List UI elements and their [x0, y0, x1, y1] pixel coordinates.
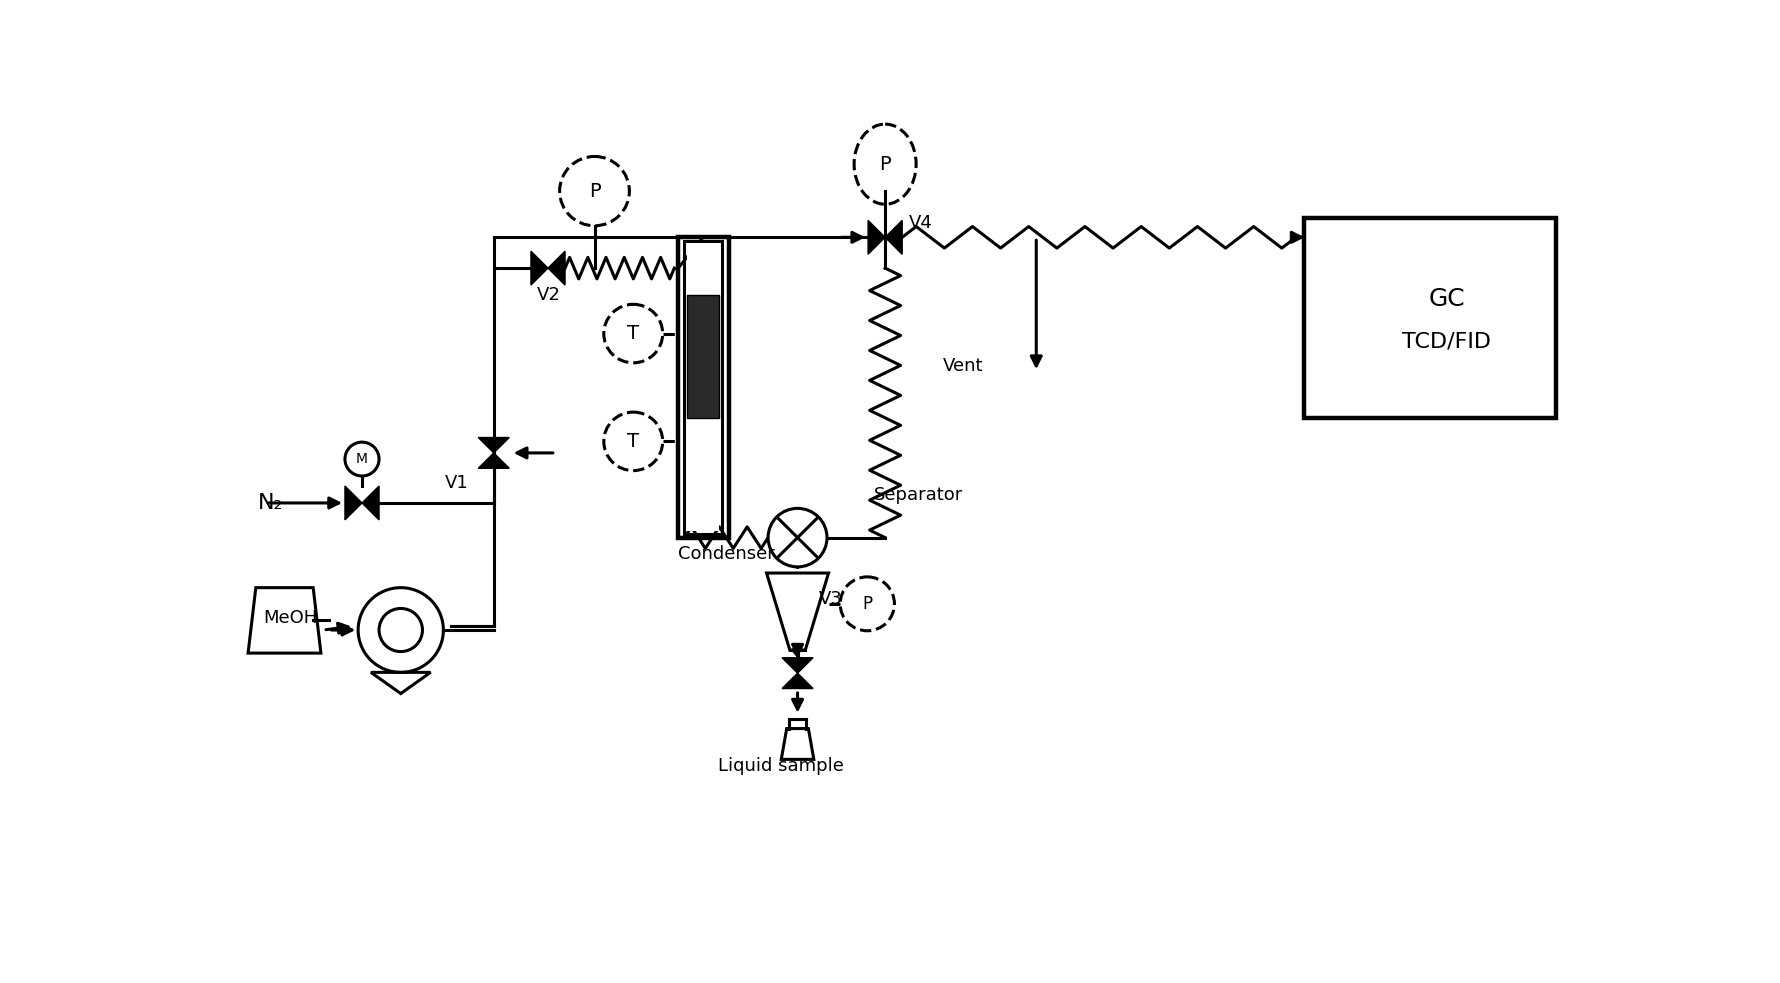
- Text: P: P: [879, 154, 892, 174]
- Polygon shape: [361, 486, 379, 520]
- Text: V3: V3: [819, 590, 844, 608]
- Text: V4: V4: [908, 214, 933, 232]
- Polygon shape: [869, 220, 885, 255]
- Text: P: P: [862, 595, 872, 612]
- Text: Condenser: Condenser: [678, 546, 774, 563]
- Text: GC: GC: [1429, 287, 1465, 311]
- Bar: [687, 295, 719, 418]
- Polygon shape: [345, 486, 361, 520]
- Bar: [1303, 218, 1556, 418]
- Text: T: T: [627, 432, 639, 451]
- Bar: [687, 244, 719, 532]
- Text: TCD/FID: TCD/FID: [1403, 331, 1492, 351]
- Text: T: T: [627, 324, 639, 343]
- Polygon shape: [548, 252, 564, 285]
- Polygon shape: [479, 453, 509, 468]
- Polygon shape: [885, 220, 902, 255]
- Text: Separator: Separator: [874, 487, 963, 504]
- Polygon shape: [781, 673, 813, 688]
- Text: Liquid sample: Liquid sample: [717, 757, 844, 775]
- Polygon shape: [530, 252, 548, 285]
- Bar: [678, 237, 728, 538]
- Text: V2: V2: [536, 286, 561, 304]
- Text: MeOH: MeOH: [263, 609, 317, 627]
- Text: Vent: Vent: [943, 357, 984, 375]
- Text: V1: V1: [445, 474, 468, 492]
- Text: M: M: [356, 452, 368, 466]
- Text: P: P: [589, 182, 600, 201]
- Polygon shape: [781, 658, 813, 673]
- Circle shape: [769, 508, 828, 567]
- Polygon shape: [479, 437, 509, 453]
- Text: N₂: N₂: [258, 492, 283, 513]
- Bar: [684, 241, 721, 534]
